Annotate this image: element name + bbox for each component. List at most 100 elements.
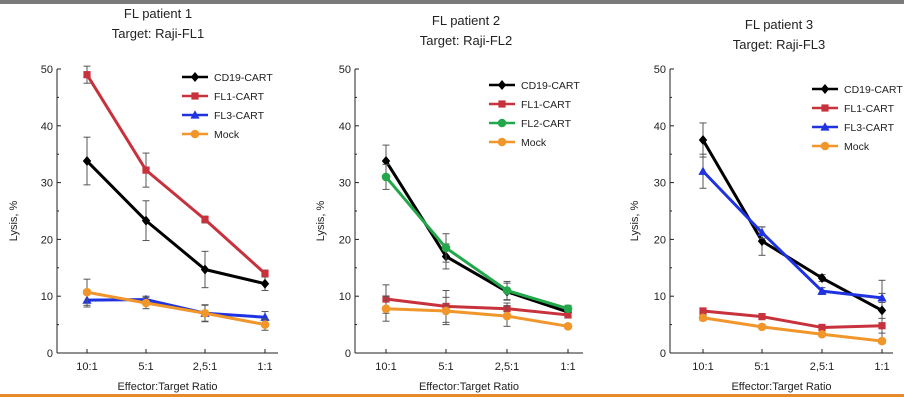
data-point [502, 286, 512, 295]
data-point [441, 306, 451, 316]
legend-label: FL1-CART [521, 99, 572, 111]
x-axis-label: Effector:Target Ratio [419, 381, 519, 393]
legend-label: Mock [844, 141, 870, 153]
chart-panel-2: FL patient 2 Target: Raji-FL2 0 10 20 30 40 50 1… [315, 13, 583, 393]
legend-entry: CD19-CART [812, 84, 903, 96]
y-tick-label: 30 [41, 178, 53, 190]
x-tick-label: 2,5:1 [810, 361, 834, 373]
data-point [141, 298, 151, 308]
data-point [200, 308, 210, 318]
data-point [564, 311, 572, 319]
x-tick-label: 10:1 [375, 361, 396, 373]
series-line [86, 290, 266, 327]
legend-label: CD19-CART [844, 84, 903, 96]
series-line [384, 160, 569, 314]
y-axis-label: Lysis, % [8, 201, 20, 242]
legend-entry: FL2-CART [489, 118, 572, 130]
legend-entry: FL3-CART [812, 122, 895, 134]
y-axis-label: Lysis, % [315, 201, 327, 242]
y-tick-label: 40 [654, 121, 666, 133]
data-point [441, 243, 451, 253]
legend-marker [190, 110, 200, 119]
x-tick-label: 1:1 [257, 361, 272, 373]
data-point [818, 323, 826, 332]
data-point [757, 227, 767, 237]
data-point [817, 329, 827, 339]
chart-panel-3: FL patient 3 Target: Raji-FL3 0 10 20 30 40 50 1… [629, 17, 903, 393]
legend-label: FL1-CART [214, 91, 265, 103]
data-point [381, 304, 391, 313]
legend-marker [498, 100, 506, 108]
series-line [701, 170, 883, 300]
chart-subtitle: Target: Raji-FL3 [733, 37, 825, 52]
data-point [817, 273, 827, 284]
series-fl3-cart [698, 153, 887, 303]
legend-marker [497, 80, 507, 90]
y-tick-label: 30 [339, 178, 351, 190]
legend-entry: CD19-CART [182, 72, 273, 84]
series-mock [698, 313, 887, 346]
legend-entry: FL3-CART [182, 110, 265, 122]
series-cd19-cart [82, 136, 270, 292]
series-line [85, 73, 267, 275]
series-mock [381, 295, 573, 331]
legend-marker [497, 137, 507, 147]
series-line [86, 298, 266, 319]
y-tick-label: 0 [345, 348, 351, 360]
bottom-divider [0, 394, 904, 397]
chart-subtitle: Target: Raji-FL1 [112, 26, 204, 41]
series-line [385, 307, 569, 328]
x-axis-label: Effector:Target Ratio [117, 381, 217, 393]
chart-panel-1: FL patient 1 Target: Raji-FL1 0 10 20 30 40 50 1… [8, 6, 278, 393]
legend-label: CD19-CART [214, 72, 273, 84]
data-point [381, 156, 391, 167]
legend-entry: FL1-CART [489, 99, 572, 111]
data-point [698, 166, 708, 175]
y-tick-label: 20 [654, 234, 666, 246]
data-point [563, 322, 573, 331]
series-fl1-cart [699, 307, 886, 334]
legend-marker [821, 104, 829, 112]
legend-entry: FL1-CART [812, 103, 895, 115]
x-tick-label: 2,5:1 [193, 361, 217, 373]
y-tick-label: 20 [339, 234, 351, 246]
legend-marker [820, 84, 830, 94]
data-point [142, 166, 150, 174]
y-tick-label: 10 [654, 291, 666, 303]
legend-entry: Mock [812, 141, 870, 153]
y-tick-label: 30 [654, 178, 666, 190]
data-point [878, 322, 886, 330]
y-tick-label: 10 [339, 291, 351, 303]
series-line [701, 139, 883, 312]
y-tick-label: 50 [41, 64, 53, 76]
legend-entry: FL1-CART [182, 91, 265, 103]
data-point [261, 269, 269, 278]
series-mock [82, 278, 270, 331]
chart-title: FL patient 2 [432, 13, 500, 28]
y-tick-label: 50 [339, 64, 351, 76]
data-point [201, 215, 209, 224]
data-point [502, 311, 512, 321]
x-tick-label: 2,5:1 [495, 361, 519, 373]
data-point [563, 304, 573, 313]
legend-marker [820, 141, 830, 151]
data-point [83, 71, 91, 79]
series-line [385, 297, 569, 317]
legend-marker [190, 72, 200, 82]
legend-marker [191, 92, 199, 100]
legend-entry: Mock [489, 137, 547, 149]
legend-marker [497, 118, 507, 128]
data-point [200, 264, 210, 275]
legend-label: FL2-CART [521, 118, 572, 130]
series-fl2-cart [381, 163, 573, 313]
x-tick-label: 1:1 [560, 361, 575, 373]
y-tick-label: 40 [339, 121, 351, 133]
legend-label: Mock [521, 137, 547, 149]
chart-title: FL patient 3 [745, 17, 813, 32]
legend-marker [820, 122, 830, 131]
x-tick-label: 5:1 [438, 361, 453, 373]
data-point [757, 322, 767, 332]
legend-marker [190, 129, 200, 139]
x-tick-label: 10:1 [76, 361, 97, 373]
